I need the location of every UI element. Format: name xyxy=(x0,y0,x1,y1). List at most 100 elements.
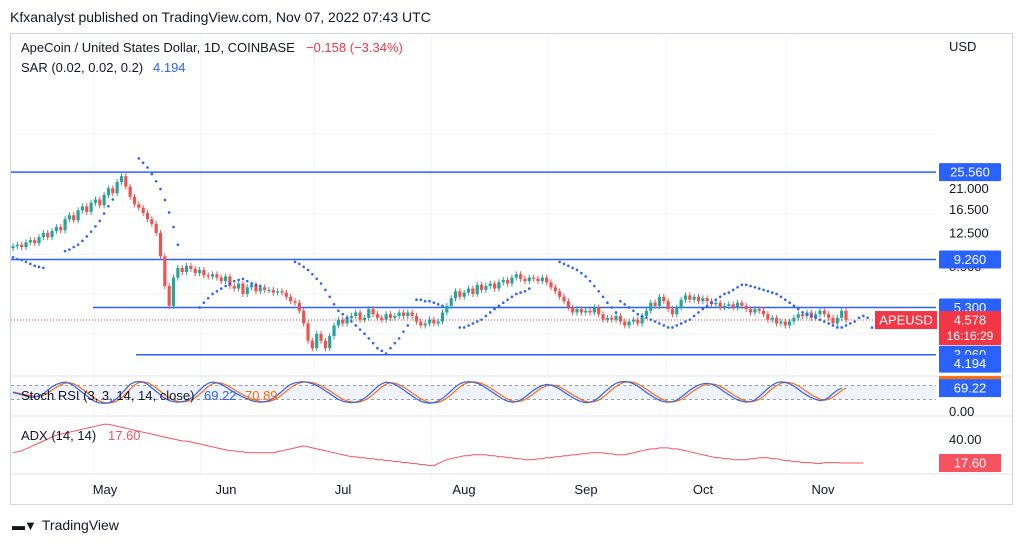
sar-dot xyxy=(783,298,787,302)
price-axis-labels: 21.00016.50012.5008.50025.5609.2605.3003… xyxy=(875,163,1001,472)
sar-dot xyxy=(818,318,822,321)
x-axis-label-oct: Oct xyxy=(693,482,714,497)
candle-body xyxy=(371,309,375,315)
candle-body xyxy=(735,302,740,308)
candle-body xyxy=(484,286,488,290)
candle-body xyxy=(510,277,514,284)
symbol-tag-box xyxy=(875,311,937,330)
candle-body xyxy=(46,232,50,238)
sar-dot xyxy=(384,352,388,355)
tradingview-logo[interactable]: ▬▼ TradingView xyxy=(12,517,119,533)
sar-dot xyxy=(150,172,154,176)
candle-body xyxy=(718,302,722,308)
sar-dot xyxy=(471,322,475,325)
candle-body xyxy=(393,315,397,318)
sar-dot xyxy=(619,299,622,303)
candle-body xyxy=(479,284,484,290)
stoch-rsi-d-marker xyxy=(939,376,1001,380)
price-tick-label: 12.500 xyxy=(949,226,989,241)
candle-body xyxy=(267,289,271,291)
candle-body xyxy=(423,323,427,326)
sar-dot xyxy=(328,295,332,299)
sar-dot xyxy=(779,295,783,299)
candle-body xyxy=(636,319,640,324)
sar-dot xyxy=(423,299,427,303)
candle-body xyxy=(59,227,63,231)
sar-dot xyxy=(870,326,874,329)
sar-current-label: 4.194 xyxy=(954,356,987,371)
candle-body xyxy=(237,283,241,289)
sar-dot xyxy=(510,295,514,299)
candle-body xyxy=(15,244,19,247)
candle-body xyxy=(193,268,197,274)
candle-body xyxy=(722,305,727,308)
sar-dot xyxy=(202,301,206,305)
sar-dot xyxy=(258,284,262,288)
sar-dot xyxy=(415,298,418,302)
sar-dot xyxy=(137,157,141,160)
sar-dot xyxy=(497,304,501,308)
candle-body xyxy=(653,302,657,306)
sar-dot xyxy=(254,283,258,287)
candle-body xyxy=(284,292,288,297)
sar-dot xyxy=(245,279,249,283)
sar-dot xyxy=(315,277,318,281)
sar-dot xyxy=(823,320,826,323)
candle-body xyxy=(50,230,54,238)
candle-body xyxy=(666,301,670,310)
current-price-box xyxy=(939,311,1001,346)
sar-dot xyxy=(363,332,366,336)
sar-dot xyxy=(775,292,778,296)
candle-body xyxy=(263,287,267,290)
candle-body xyxy=(488,283,492,287)
sar-dot xyxy=(744,283,748,287)
sar-current-label-box xyxy=(939,354,1001,373)
candle-body xyxy=(540,277,544,282)
sar-dot xyxy=(601,295,605,299)
candle-body xyxy=(514,274,518,278)
sar-dot xyxy=(688,318,692,321)
chart-svg[interactable]: May Jun Jul Aug Sep Oct Nov 21.000 16.500 12.500… xyxy=(11,34,1012,504)
sar-dot xyxy=(675,324,679,327)
stoch-rsi-k-value: 69.22 xyxy=(204,388,237,403)
candle-body xyxy=(553,287,557,292)
sar-dot xyxy=(523,289,527,293)
sar-dot xyxy=(198,306,201,309)
sar-dot xyxy=(37,265,41,269)
sar-dot xyxy=(584,275,587,278)
sar-dot xyxy=(371,341,375,345)
sar-dot xyxy=(298,262,301,266)
candle-body xyxy=(649,302,653,311)
candle-body xyxy=(24,242,28,248)
candle-body xyxy=(714,302,718,305)
sar-dot xyxy=(731,288,735,292)
candle-body xyxy=(336,319,340,326)
candle-body xyxy=(605,317,609,320)
sar-dot xyxy=(397,337,401,340)
candle-body xyxy=(727,304,731,306)
sar-dot xyxy=(597,289,601,293)
candle-body xyxy=(119,176,124,183)
sar-dot xyxy=(89,230,93,233)
price-tick-label: 21.000 xyxy=(949,181,989,196)
candle-body xyxy=(189,265,193,269)
sar-dot xyxy=(302,265,305,269)
sar-dot xyxy=(85,235,89,238)
sar-dot xyxy=(458,326,462,329)
candle-body xyxy=(770,317,774,320)
candle-body xyxy=(835,317,839,324)
candle-body xyxy=(644,310,649,316)
candle-body xyxy=(662,296,666,302)
sar-dot xyxy=(697,311,700,314)
sar-dot xyxy=(475,320,479,323)
sar-dot xyxy=(840,326,843,329)
publication-banner: Kfxanalyst published on TradingView.com,… xyxy=(10,9,431,25)
candle-body xyxy=(492,283,497,289)
candle-body xyxy=(566,301,570,308)
candle-body xyxy=(458,291,462,297)
sar-dot xyxy=(866,316,869,320)
sar-dot xyxy=(341,312,345,316)
sar-dot xyxy=(514,292,518,296)
candle-body xyxy=(410,312,414,316)
adx-scale-tick: 40.00 xyxy=(949,432,982,447)
